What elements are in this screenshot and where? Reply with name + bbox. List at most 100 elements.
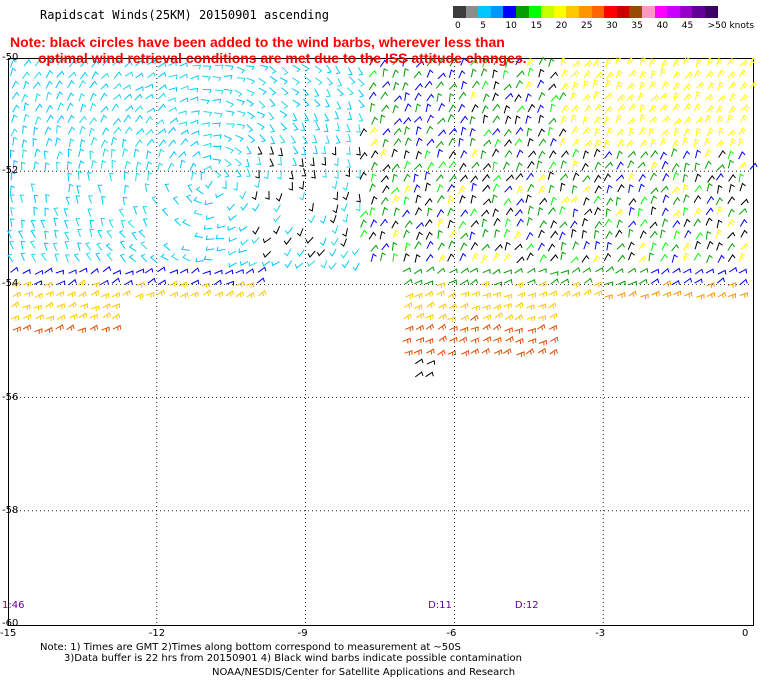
- wind-barb: [236, 66, 246, 74]
- wind-barb: [729, 137, 736, 147]
- wind-barb: [683, 242, 691, 251]
- wind-barb: [615, 229, 623, 238]
- wind-barb: [492, 291, 501, 298]
- wind-barbs: [6, 56, 758, 378]
- wind-barb: [34, 58, 43, 67]
- wind-barb: [458, 103, 466, 113]
- wind-barb: [179, 73, 188, 79]
- wind-barb: [308, 203, 314, 212]
- wind-barb: [380, 218, 388, 227]
- wind-barb: [527, 205, 534, 215]
- wind-barb: [272, 215, 281, 223]
- wind-barb: [67, 114, 75, 124]
- wind-barb: [461, 349, 470, 356]
- wind-barb: [415, 371, 424, 378]
- wind-barb: [561, 115, 568, 125]
- wind-barb: [425, 371, 434, 378]
- wind-barb: [345, 168, 350, 177]
- wind-barb: [471, 103, 479, 113]
- wind-barb: [527, 338, 537, 344]
- wind-barb: [459, 194, 466, 204]
- wind-barb: [481, 218, 488, 228]
- wind-barb: [111, 136, 117, 146]
- wind-barb: [273, 204, 281, 213]
- wind-barb: [639, 70, 647, 79]
- wind-barb: [256, 111, 266, 119]
- wind-barb: [682, 183, 689, 193]
- wind-barb: [340, 203, 348, 212]
- wind-barb: [458, 91, 467, 100]
- wind-barb: [727, 196, 735, 205]
- wind-barb: [202, 154, 211, 160]
- wind-barb: [259, 134, 267, 143]
- wind-barb: [504, 327, 513, 334]
- wind-barb: [90, 136, 98, 146]
- wind-barb: [425, 323, 435, 331]
- wind-barb: [11, 91, 20, 100]
- wind-barb: [202, 75, 211, 81]
- wind-barb: [461, 80, 467, 90]
- wind-barb: [299, 158, 304, 167]
- wind-barb: [570, 256, 579, 264]
- wind-barb: [438, 303, 447, 310]
- wind-barb: [716, 164, 725, 171]
- wind-barb: [292, 157, 298, 166]
- wind-barb: [514, 209, 523, 217]
- wind-barb: [342, 228, 348, 237]
- wind-barb: [672, 290, 682, 297]
- wind-barb: [516, 105, 525, 113]
- wind-barb: [205, 180, 213, 189]
- wind-barb: [514, 138, 523, 146]
- wind-barb: [145, 128, 154, 136]
- wind-barb: [696, 81, 705, 89]
- wind-barb: [426, 266, 435, 273]
- wind-barb: [174, 217, 181, 227]
- wind-barb: [628, 290, 637, 297]
- wind-barb: [158, 84, 167, 91]
- wind-barb: [29, 240, 36, 249]
- wind-barb: [337, 78, 343, 87]
- wind-barb: [482, 228, 489, 238]
- wind-barb: [191, 171, 197, 181]
- wind-barb: [358, 99, 365, 109]
- wind-barb: [277, 170, 282, 180]
- wind-barb: [649, 230, 658, 239]
- wind-barb: [381, 242, 390, 251]
- wind-barb: [10, 128, 18, 137]
- wind-barb: [617, 184, 625, 193]
- wind-barb: [168, 126, 177, 134]
- wind-barb: [270, 135, 276, 145]
- wind-barb: [91, 305, 100, 312]
- wind-barb: [44, 162, 50, 172]
- wind-barb: [514, 327, 523, 334]
- wind-barb: [448, 279, 457, 285]
- wind-barb: [391, 220, 399, 229]
- wind-barb: [111, 159, 117, 169]
- wind-barb: [413, 268, 423, 275]
- wind-barb: [493, 336, 502, 343]
- wind-barb: [458, 137, 464, 147]
- wind-barb: [307, 250, 316, 258]
- wind-barb: [64, 254, 70, 263]
- wind-barb: [77, 170, 83, 180]
- wind-barb: [336, 88, 345, 97]
- wind-barb: [413, 184, 421, 193]
- wind-barb: [617, 139, 625, 148]
- wind-barb: [46, 114, 54, 123]
- wind-barb: [426, 301, 435, 308]
- wind-barb: [537, 314, 546, 321]
- wind-barb: [425, 253, 434, 262]
- wind-barb: [492, 103, 501, 112]
- wind-barb: [228, 214, 237, 222]
- wind-barb: [203, 255, 213, 261]
- wind-barb: [331, 225, 339, 235]
- wind-barb: [460, 115, 468, 124]
- wind-barb: [493, 217, 501, 226]
- wind-barb: [236, 98, 246, 106]
- wind-barb: [538, 229, 545, 238]
- wind-barb: [131, 231, 138, 241]
- wind-barb: [213, 279, 222, 286]
- wind-barb: [53, 207, 59, 216]
- wind-barb: [704, 114, 712, 124]
- wind-barb: [68, 301, 77, 309]
